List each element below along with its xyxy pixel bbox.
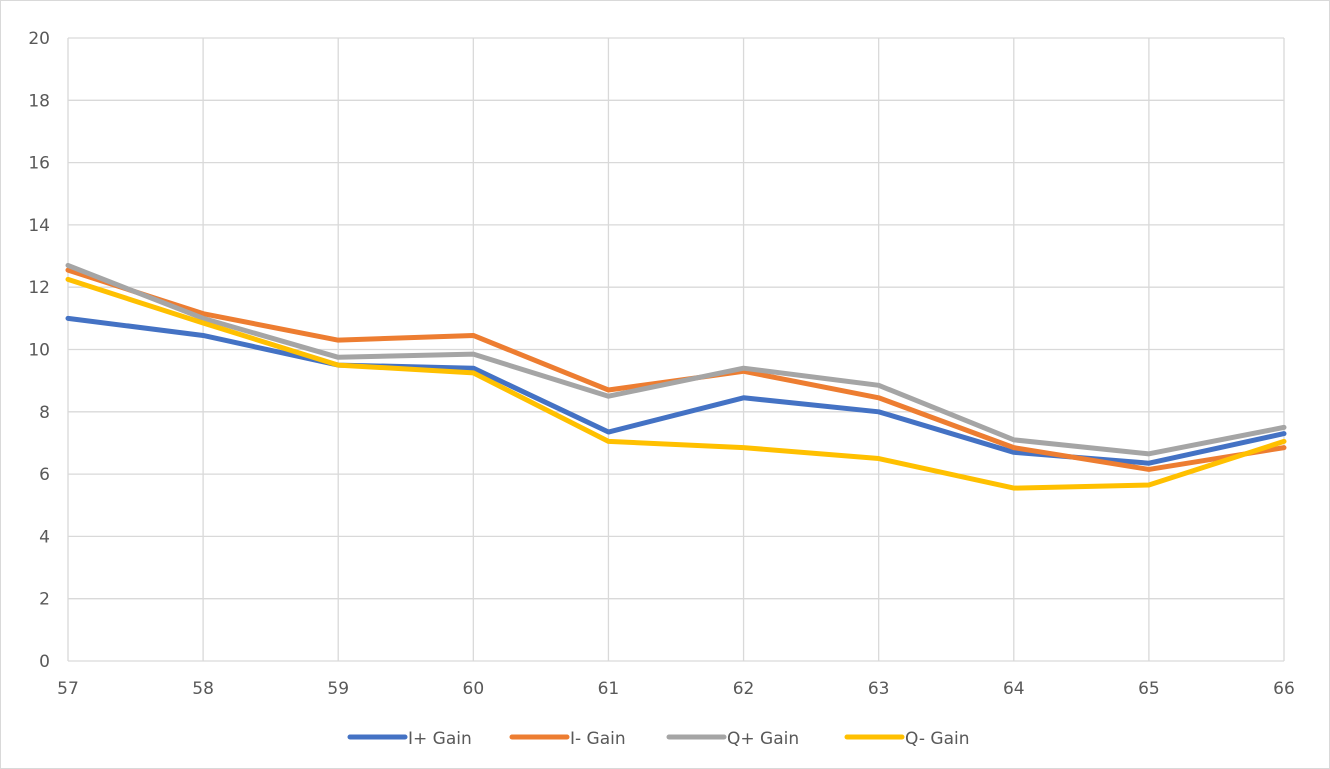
legend-label: Q- Gain <box>905 729 969 749</box>
gridlines <box>67 37 1285 662</box>
legend-label: I+ Gain <box>408 729 472 749</box>
series-line-1 <box>65 267 1287 472</box>
series-line-3 <box>65 276 1287 491</box>
x-tick-label: 64 <box>1003 679 1025 699</box>
legend-label: Q+ Gain <box>727 729 799 749</box>
x-tick-label: 60 <box>463 679 485 699</box>
x-tick-label: 65 <box>1138 679 1160 699</box>
x-tick-label: 58 <box>192 679 214 699</box>
x-tick-label: 59 <box>327 679 349 699</box>
legend-label: I- Gain <box>570 729 626 749</box>
y-tick-label: 14 <box>28 216 50 236</box>
y-tick-label: 4 <box>39 527 50 547</box>
y-tick-label: 2 <box>39 590 50 610</box>
series-lines <box>65 262 1287 491</box>
y-tick-label: 12 <box>28 278 50 298</box>
y-tick-label: 20 <box>28 29 50 49</box>
x-tick-label: 62 <box>733 679 755 699</box>
x-tick-label: 63 <box>868 679 890 699</box>
y-tick-label: 16 <box>28 154 50 174</box>
y-tick-label: 10 <box>28 341 50 361</box>
y-tick-label: 18 <box>28 91 50 111</box>
x-axis-ticks: 57 58 59 60 61 62 63 64 65 66 <box>57 679 1295 699</box>
y-tick-label: 6 <box>39 465 50 485</box>
x-tick-label: 61 <box>598 679 620 699</box>
x-tick-label: 66 <box>1273 679 1295 699</box>
legend: I+ Gain I- Gain Q+ Gain Q- Gain <box>347 729 969 749</box>
y-axis-ticks: 0 2 4 6 8 10 12 14 16 18 20 <box>28 29 50 672</box>
x-tick-label: 57 <box>57 679 79 699</box>
series-line-2 <box>65 262 1287 457</box>
y-tick-label: 0 <box>39 652 50 672</box>
y-tick-label: 8 <box>39 403 50 423</box>
